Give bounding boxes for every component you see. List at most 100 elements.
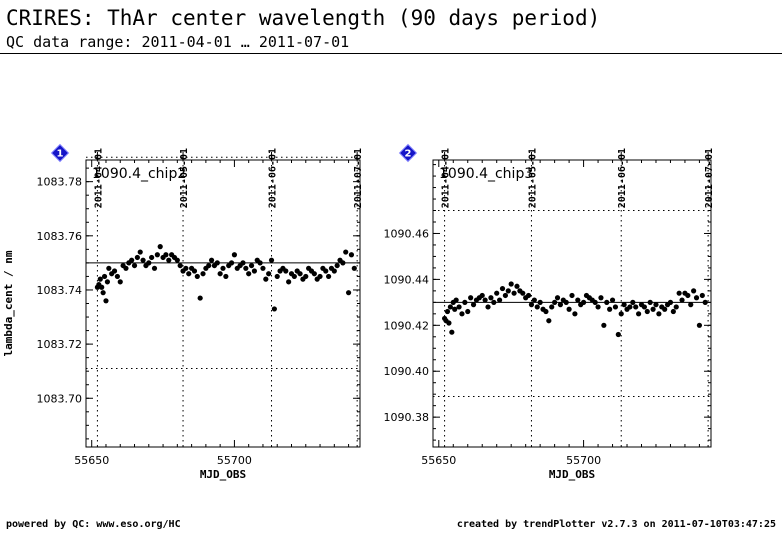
data-point: [274, 273, 280, 280]
data-point: [499, 285, 506, 292]
data-point: [662, 306, 668, 312]
data-point: [326, 273, 332, 280]
data-point: [154, 252, 160, 258]
y-axis-title: lambda_cent / nm: [2, 250, 15, 356]
data-point: [97, 276, 103, 282]
data-point: [699, 292, 705, 299]
data-point: [123, 265, 129, 271]
data-point: [206, 262, 212, 269]
data-point: [260, 265, 266, 271]
data-point: [691, 288, 697, 294]
data-point: [667, 299, 674, 305]
data-point: [323, 268, 329, 274]
footer-created-by: created by trendPlotter v2.7.3 on 2011-0…: [456, 519, 776, 530]
data-point: [609, 297, 616, 303]
data-point: [531, 297, 537, 303]
data-point: [217, 271, 223, 277]
plot-frame: [85, 159, 361, 448]
data-point: [525, 292, 532, 299]
data-point: [641, 304, 647, 310]
data-point: [317, 273, 323, 280]
data-point: [549, 304, 555, 310]
data-point: [468, 295, 474, 301]
data-point: [520, 290, 526, 296]
data-point: [106, 265, 112, 271]
footer-powered-by: powered by QC: www.eso.org/HC: [6, 519, 181, 530]
data-point: [297, 271, 303, 277]
data-point: [702, 299, 708, 305]
page-subtitle: QC data range: 2011-04-01 … 2011-07-01: [6, 33, 350, 51]
data-point: [194, 273, 200, 280]
data-point: [177, 262, 183, 269]
data-point: [157, 244, 163, 250]
data-point: [268, 257, 275, 263]
data-point: [653, 302, 659, 308]
data-point: [100, 290, 106, 296]
data-point: [114, 273, 120, 280]
data-point: [240, 260, 246, 266]
y-tick-label: 1090.42: [384, 319, 430, 332]
data-point: [137, 249, 143, 255]
data-point: [528, 302, 535, 308]
data-point: [303, 273, 309, 280]
date-label: 2011-05-01: [527, 148, 538, 208]
data-point: [456, 304, 462, 310]
data-point: [271, 306, 277, 312]
data-point: [497, 297, 503, 303]
data-point: [511, 290, 517, 296]
data-point: [546, 318, 552, 324]
data-point: [488, 295, 494, 301]
data-point: [670, 308, 676, 315]
data-point: [502, 292, 508, 299]
y-tick-label: 1090.40: [384, 365, 430, 378]
data-point: [283, 268, 289, 274]
data-point: [534, 304, 540, 310]
data-point: [101, 273, 108, 280]
panel-badge: [50, 143, 70, 163]
data-point: [345, 290, 352, 296]
data-point: [494, 290, 500, 296]
y-tick-label: 1090.44: [384, 273, 430, 286]
data-point: [514, 283, 520, 289]
title-divider: [0, 53, 782, 54]
data-point: [465, 308, 471, 315]
data-point: [214, 260, 220, 266]
data-point: [163, 252, 169, 258]
data-point: [331, 268, 337, 274]
data-point: [607, 306, 613, 312]
data-point: [598, 295, 604, 301]
data-point: [647, 299, 653, 305]
y-tick-label: 1083.78: [37, 176, 83, 189]
y-tick-label: 1083.72: [37, 338, 83, 351]
data-point: [557, 302, 564, 308]
date-label: 2011-07-01: [353, 148, 364, 208]
y-tick-label: 1083.74: [37, 284, 83, 297]
data-point: [186, 271, 192, 277]
data-point: [103, 298, 109, 304]
date-label: 2011-07-01: [704, 148, 715, 208]
data-point: [291, 273, 297, 280]
data-point: [543, 308, 549, 315]
data-point: [462, 299, 468, 305]
date-label: 2011-04-01: [441, 148, 452, 208]
date-label: 2011-05-01: [179, 148, 190, 208]
data-point: [673, 304, 679, 310]
data-point: [459, 311, 465, 317]
data-point: [231, 252, 238, 258]
chip-label: 1090.4_chip3: [439, 166, 533, 182]
data-point: [174, 257, 180, 263]
data-point: [696, 322, 703, 328]
data-point: [621, 302, 627, 308]
data-point: [444, 308, 451, 315]
x-tick-label: 55650: [74, 454, 109, 467]
data-point: [485, 304, 491, 310]
data-point: [569, 292, 575, 299]
data-point: [146, 260, 152, 266]
data-point: [491, 299, 497, 305]
plot-frame: [432, 159, 712, 448]
data-point: [644, 308, 650, 315]
data-point: [612, 304, 619, 310]
data-point: [630, 299, 636, 305]
data-point: [246, 271, 252, 277]
data-point: [505, 288, 511, 294]
